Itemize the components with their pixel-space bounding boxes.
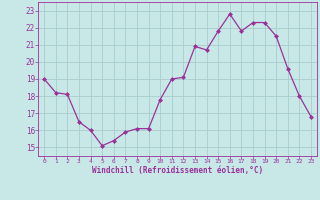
X-axis label: Windchill (Refroidissement éolien,°C): Windchill (Refroidissement éolien,°C) bbox=[92, 166, 263, 175]
